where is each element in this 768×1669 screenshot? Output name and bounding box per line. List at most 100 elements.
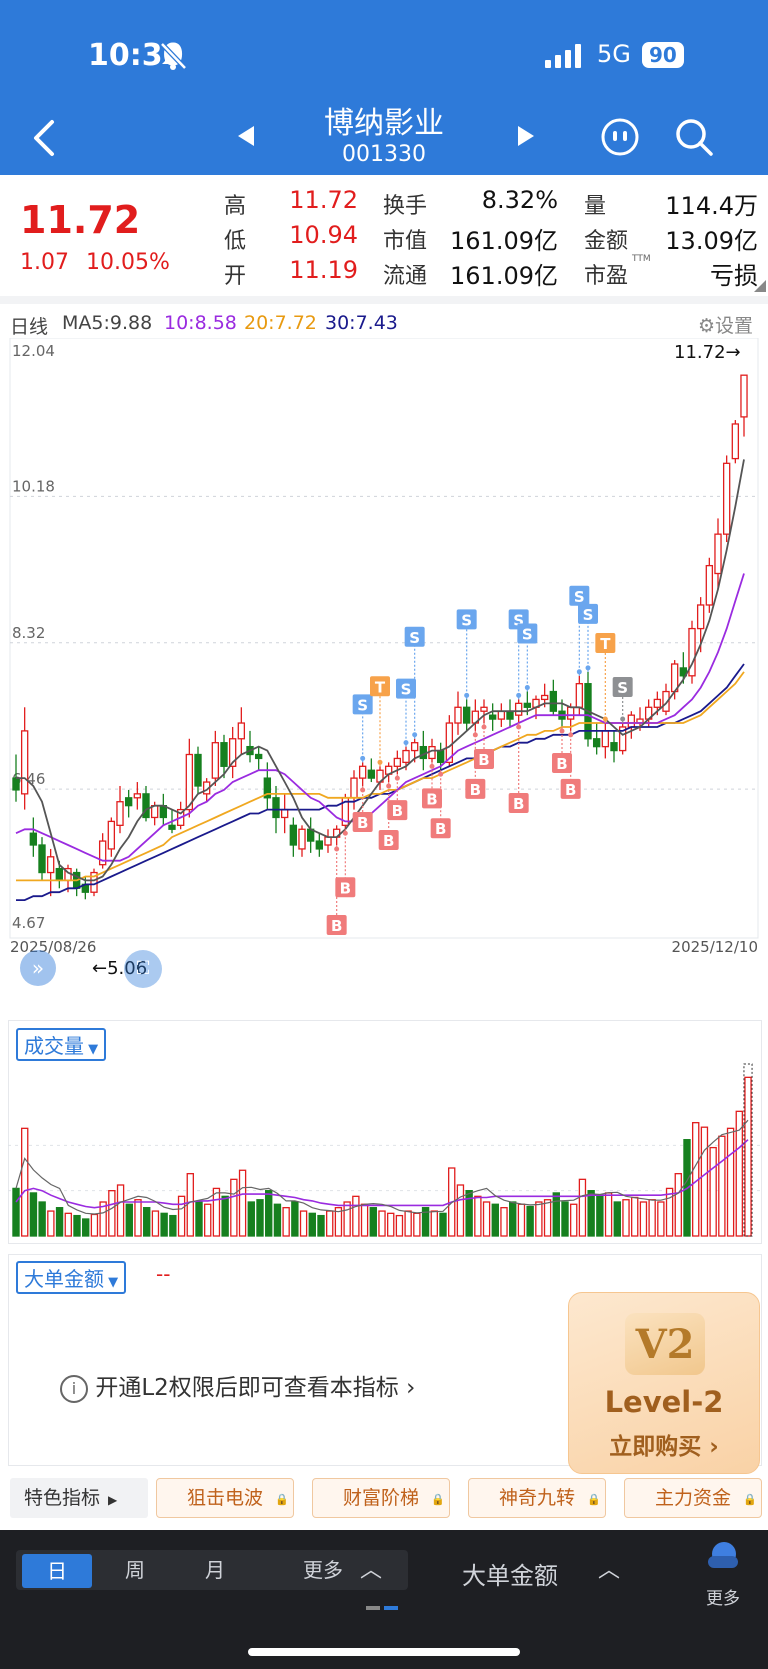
candle-body [220, 742, 228, 767]
promo-cta-label: 立即购买 [609, 1434, 702, 1460]
signal-label: T [600, 635, 611, 653]
period-day-tab[interactable]: 日 [22, 1554, 92, 1588]
signal-marker [517, 623, 538, 644]
lock-icon: 🔒 [275, 1493, 289, 1506]
bottom-indicator-name[interactable]: 大单金额 [462, 1562, 558, 1590]
indicator-chip[interactable]: 财富阶梯 🔒 [312, 1478, 450, 1518]
volume-indicator-selector[interactable]: 成交量 ▼ [16, 1028, 107, 1061]
volume-bar [613, 1201, 621, 1237]
promo-cta[interactable]: 立即购买 › [569, 1427, 759, 1461]
volume-bar [265, 1190, 273, 1237]
candle-body [228, 738, 237, 767]
signal-dot [394, 775, 400, 781]
signal-marker [430, 818, 451, 839]
page-dot [366, 1606, 380, 1610]
volume-ma5-line [15, 1119, 749, 1215]
candle-body [610, 742, 618, 752]
volume-bar [116, 1184, 125, 1237]
signal-dot [386, 783, 392, 789]
signal-label: B [392, 802, 403, 820]
candle-body [514, 702, 523, 716]
indicator-chip[interactable]: 神奇九转 🔒 [468, 1478, 606, 1518]
signal-marker [465, 778, 486, 799]
candle-body [705, 564, 714, 606]
next-stock-icon[interactable] [516, 124, 536, 148]
signal-label: B [383, 832, 394, 850]
market-cap-value: 161.09亿 [450, 227, 558, 255]
signal-dot [568, 732, 574, 738]
volume-bar [55, 1207, 64, 1237]
back-icon[interactable] [30, 118, 58, 158]
signal-dot [360, 755, 366, 761]
chat-bot-icon[interactable] [600, 117, 640, 157]
prev-stock-icon[interactable] [236, 124, 256, 148]
kline-chart[interactable]: 12.04 10.18 8.32 6.46 4.67 2025/08/26 2025/12/… [0, 338, 768, 998]
indicator-chip[interactable]: 主力资金 🔒 [624, 1478, 762, 1518]
level2-promo-card[interactable]: V2 Level-2 立即购买 › [568, 1292, 760, 1474]
volume-bar [352, 1195, 360, 1237]
candle-body [722, 462, 731, 535]
volume-bar [230, 1178, 238, 1237]
more-menu-icon-base [708, 1556, 738, 1568]
chevron-up-icon[interactable]: ︿ [598, 1558, 621, 1583]
volume-bar [535, 1201, 543, 1237]
volume-bar [404, 1210, 412, 1237]
volume-bar [47, 1210, 55, 1237]
candle-body [254, 753, 263, 760]
volume-bar [38, 1201, 46, 1237]
period-more-tab[interactable]: 更多 [303, 1558, 343, 1582]
fullscreen-icon[interactable]: ⛶ [124, 950, 162, 988]
volume-value: 114.4万 [665, 192, 758, 220]
big-order-selector[interactable]: 大单金额 ▼ [16, 1261, 127, 1294]
open-value: 11.19 [289, 256, 358, 284]
volume-bar [151, 1210, 160, 1237]
last-price-marker: 11.72→ [674, 342, 741, 363]
last-price: 11.72 [20, 198, 141, 242]
candle-body [393, 757, 402, 767]
settings-button[interactable]: ⚙设置 [698, 311, 753, 338]
candle-body [540, 694, 549, 701]
candle-body [480, 706, 488, 712]
candle-body [280, 808, 289, 819]
y-tick-label: 8.32 [12, 624, 45, 642]
divider [0, 296, 768, 304]
more-menu-label[interactable]: 更多 [706, 1589, 740, 1609]
l2-notice-text: 开通L2权限后即可查看本指标 [95, 1375, 399, 1401]
period-month-tab[interactable]: 月 [205, 1558, 225, 1582]
gear-icon: ⚙ [698, 315, 716, 337]
search-icon[interactable] [674, 117, 714, 157]
signal-label: S [574, 588, 585, 606]
expand-left-icon[interactable]: » [20, 950, 56, 986]
bell-muted-icon [160, 42, 187, 70]
signal-dot [524, 685, 530, 691]
signal-marker [612, 677, 633, 698]
indicator-chip[interactable]: 狙击电波 🔒 [156, 1478, 294, 1518]
special-indicators-button[interactable]: 特色指标 ▶ [10, 1478, 148, 1518]
volume-bar [657, 1201, 665, 1237]
candle-body [38, 844, 46, 874]
candle-body [29, 832, 38, 846]
lock-icon: 🔒 [743, 1493, 757, 1506]
pe-ttm-sup: TTM [632, 254, 651, 264]
amount-label: 金额 [584, 229, 629, 254]
volume-bar [169, 1214, 177, 1237]
l2-notice[interactable]: i 开通L2权限后即可查看本指标 › [60, 1368, 415, 1403]
period-week-tab[interactable]: 周 [125, 1558, 145, 1582]
chevron-up-icon[interactable]: ︿ [360, 1558, 383, 1583]
candle-body [12, 777, 20, 791]
volume-bar [282, 1207, 290, 1237]
volume-bar [186, 1173, 194, 1237]
signal-label: B [513, 795, 524, 813]
volume-chart [8, 1063, 760, 1237]
signal-marker [378, 830, 399, 851]
volume-bar [125, 1203, 133, 1237]
volume-bar [99, 1201, 107, 1237]
candle-body [679, 667, 688, 677]
indicator-chip-label: 狙击电波 [186, 1487, 263, 1509]
info-icon: i [60, 1374, 88, 1403]
v2-badge-text: V2 [635, 1321, 695, 1368]
signal-marker [326, 915, 347, 936]
volume-bar [326, 1210, 334, 1237]
signal-dot [516, 724, 522, 730]
candle-body [410, 742, 419, 752]
